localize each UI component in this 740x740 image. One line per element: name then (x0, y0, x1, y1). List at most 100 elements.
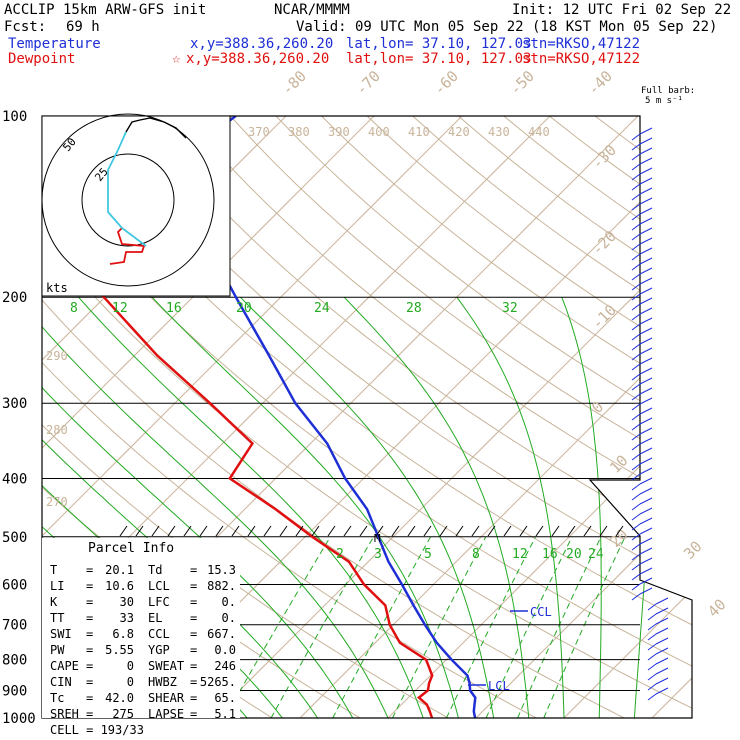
wind-barb-flag (639, 237, 653, 245)
wind-barb (631, 403, 641, 411)
parcel-info-value: 275 (112, 707, 134, 721)
wind-barb (631, 183, 641, 191)
wind-barb (631, 243, 641, 251)
parcel-info-value: 0. (222, 611, 236, 625)
parcel-info-label: T (50, 563, 57, 577)
wind-barb (631, 223, 641, 231)
mixing-ratio-label: 12 (112, 301, 128, 316)
wind-barb (631, 313, 641, 321)
pressure-tick-label: 200 (2, 290, 27, 306)
wind-barb-flag (655, 597, 669, 605)
wind-barb (647, 653, 657, 661)
parcel-info-value: 15.3 (207, 563, 236, 577)
theta-label: 380 (288, 125, 310, 139)
isotherm-line (651, 116, 692, 718)
wind-barb-flag (639, 467, 653, 475)
level-hash-mark (439, 525, 448, 537)
parcel-info-value: 5265. (200, 675, 236, 689)
parcel-info-equals: = (190, 611, 197, 625)
wind-barb-flag (639, 217, 653, 225)
wind-barb (631, 293, 641, 301)
isotherm-line (299, 116, 692, 718)
wind-barb (631, 493, 641, 501)
parcel-info-value: 42.0 (105, 691, 134, 705)
level-hash-mark (407, 525, 416, 537)
temperature-profile-line (155, 116, 477, 718)
isotherm-tick-label: -10 (588, 301, 620, 333)
wind-barb-flag (639, 227, 653, 235)
theta-label: 420 (448, 125, 470, 139)
parcel-info-value: 65. (214, 691, 236, 705)
parcel-info-equals: = (190, 595, 197, 609)
wind-barb-flag (639, 587, 653, 595)
valid-time: Valid: 09 UTC Mon 05 Sep 22 (18 KST Mon … (296, 19, 718, 35)
mixing-ratio-line (392, 536, 487, 718)
parcel-info-equals: = (190, 579, 197, 593)
fcst-hours: 69 h (66, 19, 100, 35)
mixing-ratio-line (445, 536, 537, 718)
parcel-info-title: Parcel Info (88, 541, 174, 556)
dewpoint-latlon: lat,lon= 37.10, 127.03 (346, 51, 532, 67)
wind-barb-flag (655, 667, 669, 675)
wind-barb-flag (639, 527, 653, 535)
wind-barb-flag (655, 617, 669, 625)
isotherm-tick-label: -40 (584, 67, 616, 99)
theta-label: 410 (408, 125, 430, 139)
dry-adiabat-line (503, 116, 692, 718)
org-label: NCAR/MMMM (274, 2, 350, 18)
wind-barb (631, 263, 641, 271)
wind-barb (631, 273, 641, 281)
parcel-info-value: 0 (127, 675, 134, 689)
theta-label: 370 (248, 125, 270, 139)
pressure-tick-label: 700 (2, 618, 27, 634)
dry-adiabat-line (366, 116, 692, 718)
level-hash-mark (359, 525, 368, 537)
parcel-info-label: LAPSE (148, 707, 184, 721)
dewpoint-xy: x,y=388.36,260.20 (186, 51, 330, 67)
parcel-info-value: 20.1 (105, 563, 134, 577)
parcel-info-label: LFC (148, 595, 170, 609)
wind-barb-flag (639, 407, 653, 415)
wind-barb (647, 633, 657, 641)
wind-barb (631, 513, 641, 521)
wind-barb (631, 333, 641, 341)
dry-adiabat-line (457, 116, 692, 718)
wind-barb-flag (639, 187, 653, 195)
wind-barb (631, 283, 641, 291)
mixing-ratio-line (332, 536, 432, 718)
wind-barb-flag (655, 607, 669, 615)
parcel-info-equals: = (190, 707, 197, 721)
hodograph-units-label: kts (46, 281, 68, 295)
wind-barb-flag (639, 377, 653, 385)
parcel-info-label: YGP (148, 643, 170, 657)
parcel-info-equals: = (86, 579, 93, 593)
level-hash-mark (503, 525, 512, 537)
wind-barb-flag (639, 487, 653, 495)
parcel-info-value: 33 (120, 611, 134, 625)
parcel-info-equals: = (86, 675, 93, 689)
wind-barb (631, 383, 641, 391)
isotherm-tick-label: 40 (704, 595, 730, 621)
wind-barb-flag (655, 627, 669, 635)
dry-adiabat-line (47, 116, 692, 718)
parcel-info-box: Parcel Info T = 20.1 Td = 15.3 LI = 10.6 LCL = 882. K… (42, 538, 240, 737)
wind-barbs (631, 127, 669, 701)
theta-label: 290 (46, 349, 68, 363)
parcel-info-equals: = (86, 707, 93, 721)
wind-barb (631, 533, 641, 541)
parcel-info-equals: = (86, 643, 93, 657)
parcel-info-value: 667. (207, 627, 236, 641)
dry-adiabat-line (42, 116, 537, 718)
wind-barb-flag (639, 317, 653, 325)
dry-adiabat-line (321, 116, 692, 718)
parcel-info-label: SHEAR (148, 691, 185, 705)
dry-adiabat-line (42, 116, 692, 718)
parcel-info-equals: = (190, 563, 197, 577)
wind-barb (631, 593, 641, 601)
parcel-info-label: SWEAT (148, 659, 184, 673)
level-hash-mark (567, 525, 576, 537)
wind-barb-flag (639, 437, 653, 445)
level-hash-mark (119, 525, 128, 537)
wind-barb-flag (655, 647, 669, 655)
parcel-info-equals: = (86, 563, 93, 577)
